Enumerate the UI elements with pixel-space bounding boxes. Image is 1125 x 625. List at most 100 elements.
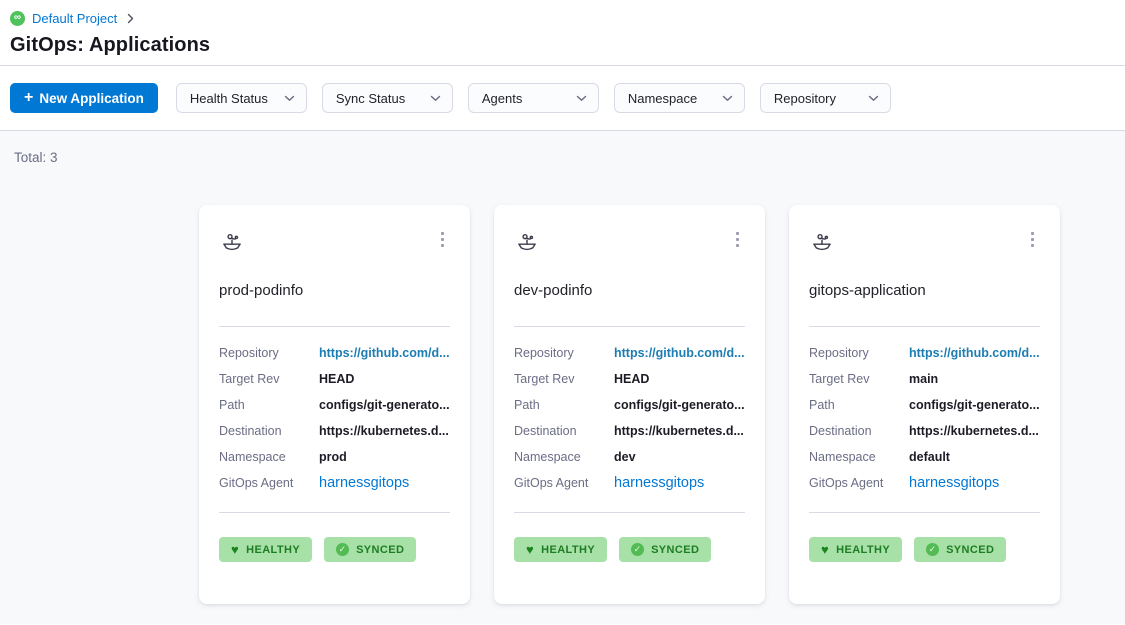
field-label: Namespace: [514, 450, 581, 464]
repository-link[interactable]: https://github.com/d...: [909, 346, 1040, 360]
field-row: Namespace default: [809, 444, 1040, 470]
gitops-agent-link[interactable]: harnessgitops: [614, 475, 705, 491]
filter-agents[interactable]: Agents: [467, 83, 599, 113]
field-row: Namespace dev: [514, 444, 745, 470]
new-application-button[interactable]: + New Application: [10, 83, 158, 113]
filter-label: Repository: [773, 90, 836, 106]
breadcrumb: ∞ Default Project: [10, 9, 1125, 27]
divider: [514, 512, 745, 513]
status-badges: ♥ HEALTHY ✓ SYNCED: [219, 537, 450, 562]
filter-label: Health Status: [189, 90, 268, 106]
total-count: Total: 3: [14, 150, 58, 165]
field-value: configs/git-generato...: [319, 398, 450, 412]
divider: [219, 326, 450, 327]
gitops-app-icon: [809, 229, 835, 259]
card-menu-button[interactable]: [1027, 229, 1038, 250]
application-fields: Repository https://github.com/d... Targe…: [514, 340, 745, 496]
healthy-badge: ♥ HEALTHY: [219, 537, 313, 562]
synced-badge: ✓ SYNCED: [914, 537, 1007, 562]
field-row: Destination https://kubernetes.d...: [809, 418, 1040, 444]
application-card-grid: prod-podinfo Repository https://github.c…: [199, 205, 1125, 604]
page-header: ∞ Default Project GitOps: Applications: [0, 0, 1125, 66]
application-fields: Repository https://github.com/d... Targe…: [219, 340, 450, 496]
badge-label: HEALTHY: [541, 543, 596, 556]
page-title: GitOps: Applications: [10, 34, 211, 56]
chevron-down-icon: [868, 95, 879, 102]
field-label: Repository: [809, 346, 869, 360]
field-label: Target Rev: [809, 372, 870, 386]
repository-link[interactable]: https://github.com/d...: [614, 346, 745, 360]
field-value: dev: [614, 450, 636, 464]
field-value: configs/git-generato...: [614, 398, 745, 412]
field-row: Target Rev HEAD: [514, 366, 745, 392]
field-row: GitOps Agent harnessgitops: [809, 470, 1040, 496]
check-circle-icon: ✓: [631, 543, 645, 556]
application-fields: Repository https://github.com/d... Targe…: [809, 340, 1040, 496]
field-label: Destination: [219, 424, 282, 438]
badge-label: SYNCED: [651, 543, 700, 556]
filter-toolbar: + New Application Health Status Sync Sta…: [0, 66, 1125, 131]
field-label: GitOps Agent: [514, 476, 589, 490]
field-label: Repository: [219, 346, 279, 360]
field-row: GitOps Agent harnessgitops: [219, 470, 450, 496]
field-label: Path: [514, 398, 540, 412]
badge-label: SYNCED: [356, 543, 405, 556]
filter-label: Namespace: [627, 90, 698, 106]
divider: [809, 512, 1040, 513]
gitops-app-icon: [219, 229, 245, 259]
field-value: default: [909, 450, 950, 464]
chevron-down-icon: [722, 95, 733, 102]
application-card[interactable]: gitops-application Repository https://gi…: [789, 205, 1060, 604]
filter-health-status[interactable]: Health Status: [175, 83, 307, 113]
filter-namespace[interactable]: Namespace: [613, 83, 745, 113]
field-row: GitOps Agent harnessgitops: [514, 470, 745, 496]
check-circle-icon: ✓: [926, 543, 940, 556]
filter-sync-status[interactable]: Sync Status: [321, 83, 453, 113]
field-row: Destination https://kubernetes.d...: [514, 418, 745, 444]
synced-badge: ✓ SYNCED: [324, 537, 417, 562]
field-label: Target Rev: [219, 372, 280, 386]
application-name: prod-podinfo: [219, 282, 304, 299]
field-row: Repository https://github.com/d...: [219, 340, 450, 366]
breadcrumb-project-link[interactable]: Default Project: [32, 10, 118, 26]
filter-repository[interactable]: Repository: [759, 83, 891, 113]
badge-label: HEALTHY: [246, 543, 301, 556]
field-label: Repository: [514, 346, 574, 360]
gitops-app-icon: [514, 229, 540, 259]
chevron-down-icon: [284, 95, 295, 102]
gitops-agent-link[interactable]: harnessgitops: [319, 475, 410, 491]
application-card[interactable]: prod-podinfo Repository https://github.c…: [199, 205, 470, 604]
healthy-badge: ♥ HEALTHY: [514, 537, 608, 562]
field-label: Path: [809, 398, 835, 412]
chevron-down-icon: [576, 95, 587, 102]
card-menu-button[interactable]: [732, 229, 743, 250]
field-row: Target Rev main: [809, 366, 1040, 392]
plus-icon: +: [24, 88, 34, 106]
heart-icon: ♥: [231, 542, 240, 557]
field-row: Path configs/git-generato...: [219, 392, 450, 418]
field-label: Destination: [809, 424, 872, 438]
field-value: HEAD: [319, 372, 355, 386]
field-value: https://kubernetes.d...: [909, 424, 1039, 438]
repository-link[interactable]: https://github.com/d...: [319, 346, 450, 360]
card-header: [219, 229, 450, 253]
application-card[interactable]: dev-podinfo Repository https://github.co…: [494, 205, 765, 604]
field-value: https://kubernetes.d...: [319, 424, 449, 438]
chevron-down-icon: [430, 95, 441, 102]
divider: [514, 326, 745, 327]
status-badges: ♥ HEALTHY ✓ SYNCED: [514, 537, 745, 562]
field-row: Namespace prod: [219, 444, 450, 470]
filter-label: Agents: [481, 90, 523, 106]
field-row: Path configs/git-generato...: [514, 392, 745, 418]
healthy-badge: ♥ HEALTHY: [809, 537, 903, 562]
card-header: [514, 229, 745, 253]
gitops-agent-link[interactable]: harnessgitops: [909, 475, 1000, 491]
card-header: [809, 229, 1040, 253]
card-menu-button[interactable]: [437, 229, 448, 250]
filter-label: Sync Status: [335, 90, 406, 106]
field-value: main: [909, 372, 939, 386]
field-row: Path configs/git-generato...: [809, 392, 1040, 418]
check-circle-icon: ✓: [336, 543, 350, 556]
application-name: dev-podinfo: [514, 282, 593, 299]
field-label: Namespace: [809, 450, 876, 464]
